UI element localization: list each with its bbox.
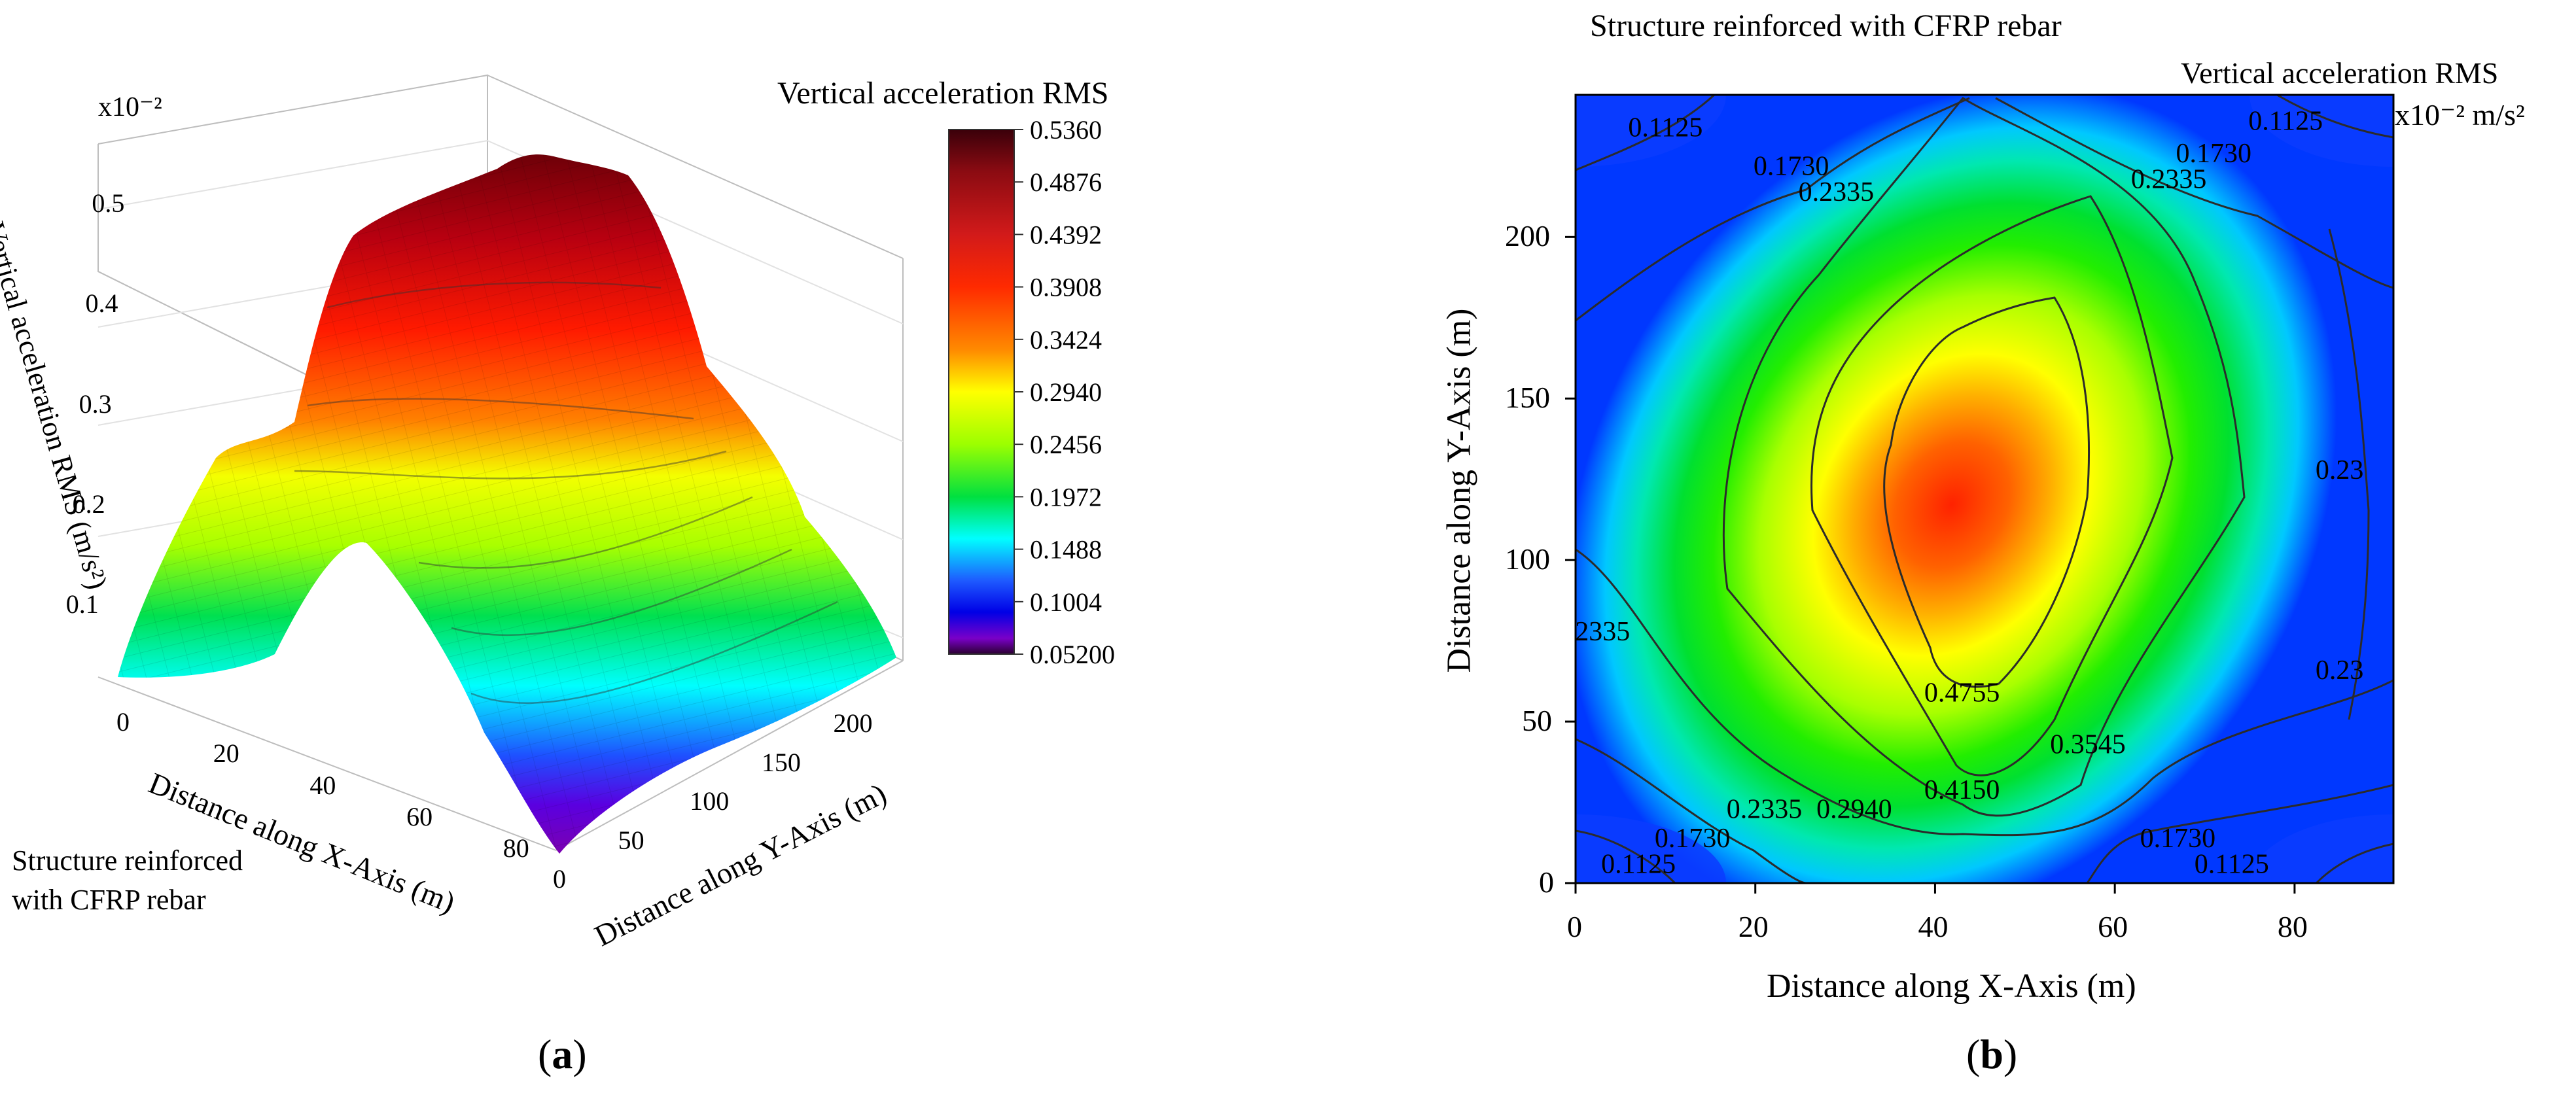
colorbar-tick-label: 0.2456 (1030, 430, 1102, 459)
y-tick-label: 150 (761, 747, 801, 777)
y-tick-label-b: 150 (1505, 381, 1550, 415)
colorbar-tick-label: 0.3424 (1030, 325, 1102, 355)
x-tick-label-b: 60 (2098, 910, 2128, 943)
z-tick-label: 0.5 (92, 188, 125, 218)
y-tick-label: 0 (553, 864, 566, 894)
x-tick-label: 80 (503, 833, 529, 863)
x-tick-label: 20 (213, 739, 239, 769)
surface-plot (118, 154, 896, 854)
chart-b-legend-unit: x10⁻² m/s² (2395, 98, 2525, 131)
x-tick-label: 60 (406, 802, 433, 832)
colorbar-tick-label: 0.4876 (1030, 167, 1102, 197)
y-tick-label: 100 (690, 786, 730, 816)
z-tick-label: 0.1 (65, 589, 99, 619)
chart-b-ylabel: Distance along Y-Axis (m) (1440, 308, 1478, 673)
y-tick-label-b: 100 (1505, 542, 1550, 576)
y-tick-label-b: 50 (1522, 704, 1552, 738)
colorbar-tick-label: 0.1488 (1030, 535, 1102, 565)
colorbar (948, 129, 1015, 655)
chart-b-xlabel: Distance along X-Axis (m) (1767, 967, 2136, 1005)
chart-b-title: Structure reinforced with CFRP rebar (1590, 9, 2062, 43)
caption-a: (a) (538, 1031, 587, 1077)
colorbar-tick-label: 0.1004 (1030, 587, 1102, 617)
chart-a-multiplier: x10⁻² (98, 92, 162, 122)
x-tick-label-b: 20 (1738, 910, 1769, 943)
colorbar-tick-label: 0.05200 (1030, 640, 1115, 669)
caption-b-letter: b (1980, 1031, 2003, 1077)
colorbar-tick-label: 0.5360 (1030, 115, 1102, 145)
chart-a-title: Vertical acceleration RMS (777, 76, 1109, 111)
chart-a-annotation-line1: Structure reinforced (12, 845, 243, 877)
colorbar-tick-label: 0.1972 (1030, 482, 1102, 512)
caption-a-letter: a (552, 1031, 573, 1077)
y-tick-label-b: 200 (1505, 219, 1550, 253)
colorbar-tick-label: 0.3908 (1030, 273, 1102, 302)
chart-a-annotation-line2: with CFRP rebar (12, 884, 206, 916)
chart-b-legend-title: Vertical acceleration RMS (2181, 56, 2499, 90)
x-tick-label-b: 40 (1918, 910, 1949, 943)
colorbar-tick-label: 0.2940 (1030, 377, 1102, 407)
x-tick-label: 0 (116, 707, 130, 737)
colorbar-tick-label: 0.4392 (1030, 220, 1102, 249)
x-tick-label: 40 (309, 770, 336, 800)
z-tick-label: 0.4 (85, 288, 118, 319)
z-tick-label: 0.2 (72, 489, 105, 519)
x-tick-label-b: 80 (2277, 910, 2308, 943)
y-tick-label: 200 (833, 708, 873, 739)
y-tick-label-b: 0 (1539, 865, 1554, 899)
caption-b: (b) (1966, 1031, 2018, 1077)
x-tick-label-b: 0 (1567, 910, 1582, 943)
z-tick-label: 0.3 (79, 389, 112, 419)
colorbar-ticks: 0.5360 0.4876 0.4392 0.3908 0.3424 0.2940 0.24… (1014, 115, 1115, 669)
y-tick-label: 50 (618, 825, 644, 855)
